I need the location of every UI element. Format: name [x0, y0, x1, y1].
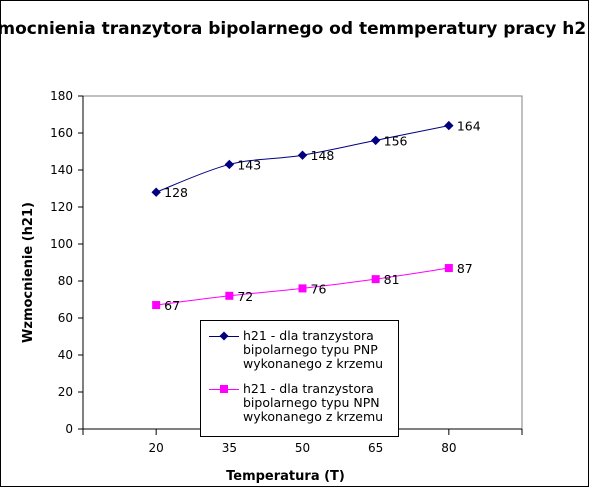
data-label: 128 [164, 185, 188, 200]
data-label: 76 [311, 281, 327, 296]
y-tick-label: 40 [58, 348, 73, 362]
data-point-marker [225, 291, 234, 300]
data-point-marker [298, 284, 307, 293]
legend-label: h21 - dla tranzystora bipolarnego typu P… [243, 328, 384, 371]
legend-key [209, 329, 239, 343]
x-axis-title: Temperatura (T) [226, 469, 345, 484]
legend-key [209, 382, 239, 396]
data-point-marker [371, 275, 380, 284]
data-point-marker [224, 159, 235, 170]
data-point-marker [444, 120, 454, 131]
data-label: 143 [237, 157, 261, 172]
y-tick-label: 80 [58, 274, 73, 288]
y-tick-label: 160 [50, 126, 73, 140]
y-tick-label: 100 [50, 237, 73, 251]
data-point-marker [444, 264, 453, 273]
data-label: 164 [457, 119, 481, 134]
y-tick-label: 120 [50, 200, 73, 214]
x-tick-label: 65 [368, 441, 383, 455]
chart-legend: h21 - dla tranzystora bipolarnego typu P… [200, 320, 399, 437]
y-tick-label: 140 [50, 163, 73, 177]
x-tick-label: 20 [149, 441, 164, 455]
y-axis-title: Wzmocnienie (h21) [21, 202, 36, 343]
chart-title: wzmocnienia tranzytora bipolarnego od te… [0, 19, 589, 39]
x-tick-label: 35 [222, 441, 237, 455]
data-label: 67 [164, 298, 180, 313]
x-tick-label: 50 [295, 441, 310, 455]
legend-label: h21 - dla tranzystora bipolarnego typu N… [243, 381, 384, 424]
diamond-marker-icon [219, 331, 229, 341]
data-label: 148 [311, 148, 335, 163]
y-tick-label: 60 [58, 311, 73, 325]
y-tick-label: 20 [58, 385, 73, 399]
legend-item: h21 - dla tranzystora bipolarnego typu P… [209, 329, 393, 371]
data-point-marker [297, 150, 308, 160]
data-label: 81 [384, 272, 400, 287]
data-label: 156 [384, 133, 408, 148]
square-marker-icon [220, 385, 228, 393]
data-label: 72 [237, 289, 253, 304]
y-tick-label: 0 [65, 422, 73, 436]
data-point-marker [152, 301, 161, 310]
data-point-marker [370, 135, 381, 146]
legend-item: h21 - dla tranzystora bipolarnego typu N… [209, 382, 393, 424]
x-tick-label: 80 [441, 441, 456, 455]
data-point-marker [151, 187, 161, 197]
y-tick-label: 180 [50, 89, 73, 103]
data-label: 87 [457, 261, 473, 276]
